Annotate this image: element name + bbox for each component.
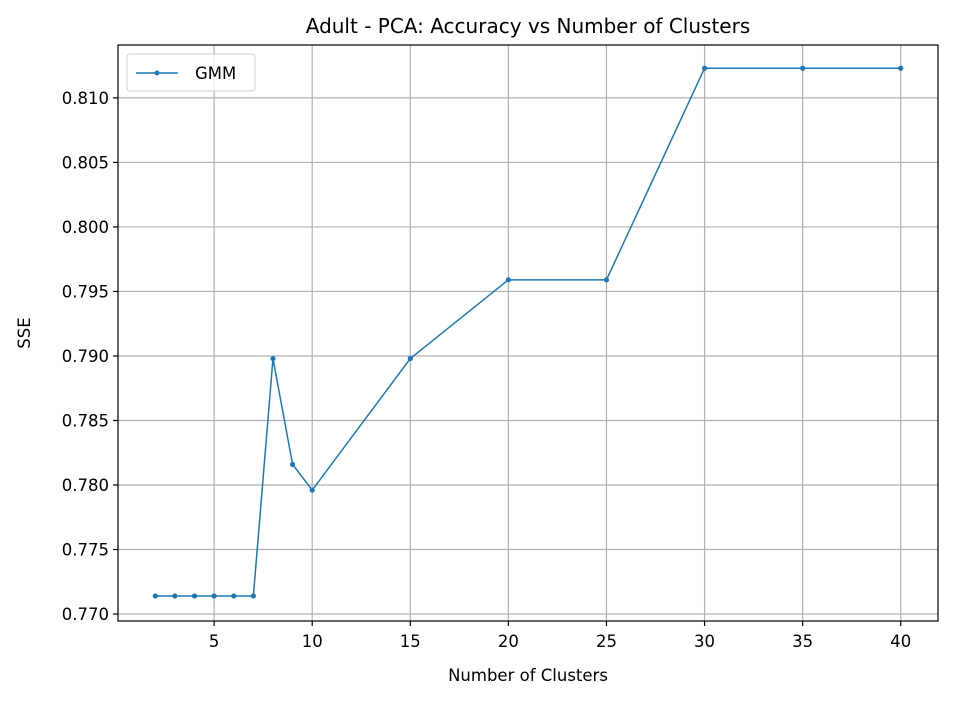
legend: GMM xyxy=(126,53,256,92)
y-tick-label: 0.780 xyxy=(62,476,109,495)
y-tick-label: 0.795 xyxy=(62,282,109,301)
legend-box xyxy=(126,53,256,92)
data-point xyxy=(231,593,237,599)
data-point xyxy=(603,277,610,283)
ticks: 5 10 15 20 25 30 35 40 0.770 0.775 0.780 0.785 0.790… xyxy=(62,89,911,651)
data-point xyxy=(172,593,178,599)
y-tick-label: 0.775 xyxy=(62,541,109,560)
data-point xyxy=(250,593,256,599)
chart-title: Adult - PCA: Accuracy vs Number of Clust… xyxy=(306,14,751,38)
data-point xyxy=(270,355,276,362)
data-point xyxy=(800,65,806,71)
x-tick-label: 30 xyxy=(694,632,715,651)
data-point xyxy=(191,593,198,599)
x-tick-label: 10 xyxy=(302,632,323,651)
series-layer xyxy=(152,65,904,599)
plot-frame xyxy=(117,44,939,622)
data-point xyxy=(289,461,296,467)
y-tick-label: 0.770 xyxy=(62,605,109,624)
data-point xyxy=(898,65,904,71)
x-tick-label: 5 xyxy=(209,632,220,651)
data-point xyxy=(701,65,708,71)
data-point xyxy=(407,355,413,362)
y-tick-label: 0.785 xyxy=(62,411,109,430)
data-point xyxy=(505,277,511,283)
x-tick-label: 35 xyxy=(792,632,813,651)
data-point xyxy=(309,487,315,493)
y-tick-label: 0.805 xyxy=(62,153,109,172)
x-tick-label: 20 xyxy=(498,632,519,651)
x-tick-label: 15 xyxy=(400,632,421,651)
legend-marker xyxy=(154,70,160,76)
data-point xyxy=(152,593,158,599)
x-tick-label: 25 xyxy=(596,632,617,651)
y-axis-label: SSE xyxy=(15,317,34,348)
y-tick-label: 0.790 xyxy=(62,347,109,366)
grid xyxy=(118,45,938,621)
data-point xyxy=(211,593,217,599)
y-tick-label: 0.800 xyxy=(62,218,109,237)
legend-label-gmm: GMM xyxy=(195,64,236,83)
x-axis-label: Number of Clusters xyxy=(448,666,608,685)
x-tick-label: 40 xyxy=(890,632,911,651)
y-tick-label: 0.810 xyxy=(62,89,109,108)
